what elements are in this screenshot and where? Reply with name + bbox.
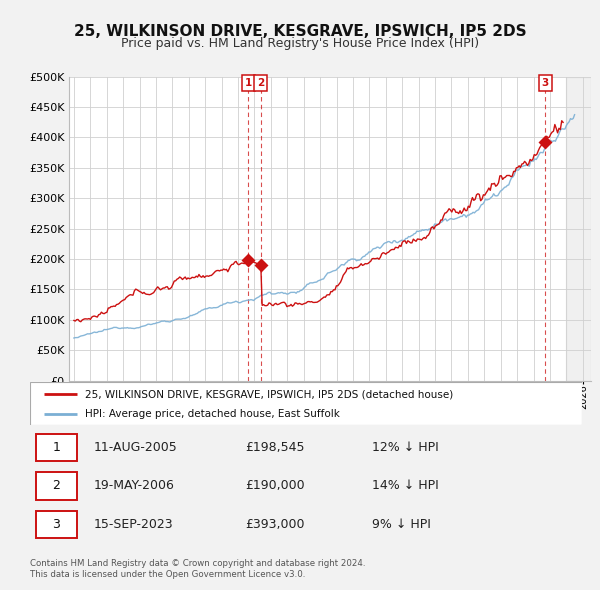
Text: This data is licensed under the Open Government Licence v3.0.: This data is licensed under the Open Gov…	[30, 570, 305, 579]
Text: 11-AUG-2005: 11-AUG-2005	[94, 441, 177, 454]
Text: 25, WILKINSON DRIVE, KESGRAVE, IPSWICH, IP5 2DS: 25, WILKINSON DRIVE, KESGRAVE, IPSWICH, …	[74, 24, 526, 38]
Text: 3: 3	[52, 518, 60, 531]
Text: 3: 3	[542, 78, 549, 88]
Text: 9% ↓ HPI: 9% ↓ HPI	[372, 518, 431, 531]
FancyBboxPatch shape	[35, 473, 77, 500]
Text: £190,000: £190,000	[245, 480, 305, 493]
Text: 1: 1	[244, 78, 252, 88]
Text: Price paid vs. HM Land Registry's House Price Index (HPI): Price paid vs. HM Land Registry's House …	[121, 37, 479, 50]
Text: 1: 1	[52, 441, 60, 454]
Bar	[566, 77, 591, 381]
Text: £198,545: £198,545	[245, 441, 305, 454]
Text: 2: 2	[52, 480, 60, 493]
Text: 19-MAY-2006: 19-MAY-2006	[94, 480, 175, 493]
Text: 14% ↓ HPI: 14% ↓ HPI	[372, 480, 439, 493]
Text: £393,000: £393,000	[245, 518, 305, 531]
Text: Contains HM Land Registry data © Crown copyright and database right 2024.: Contains HM Land Registry data © Crown c…	[30, 559, 365, 568]
Text: 2: 2	[257, 78, 265, 88]
Text: HPI: Average price, detached house, East Suffolk: HPI: Average price, detached house, East…	[85, 409, 340, 419]
FancyBboxPatch shape	[35, 511, 77, 538]
Text: 12% ↓ HPI: 12% ↓ HPI	[372, 441, 439, 454]
Text: 15-SEP-2023: 15-SEP-2023	[94, 518, 173, 531]
FancyBboxPatch shape	[35, 434, 77, 461]
Text: 25, WILKINSON DRIVE, KESGRAVE, IPSWICH, IP5 2DS (detached house): 25, WILKINSON DRIVE, KESGRAVE, IPSWICH, …	[85, 389, 454, 399]
